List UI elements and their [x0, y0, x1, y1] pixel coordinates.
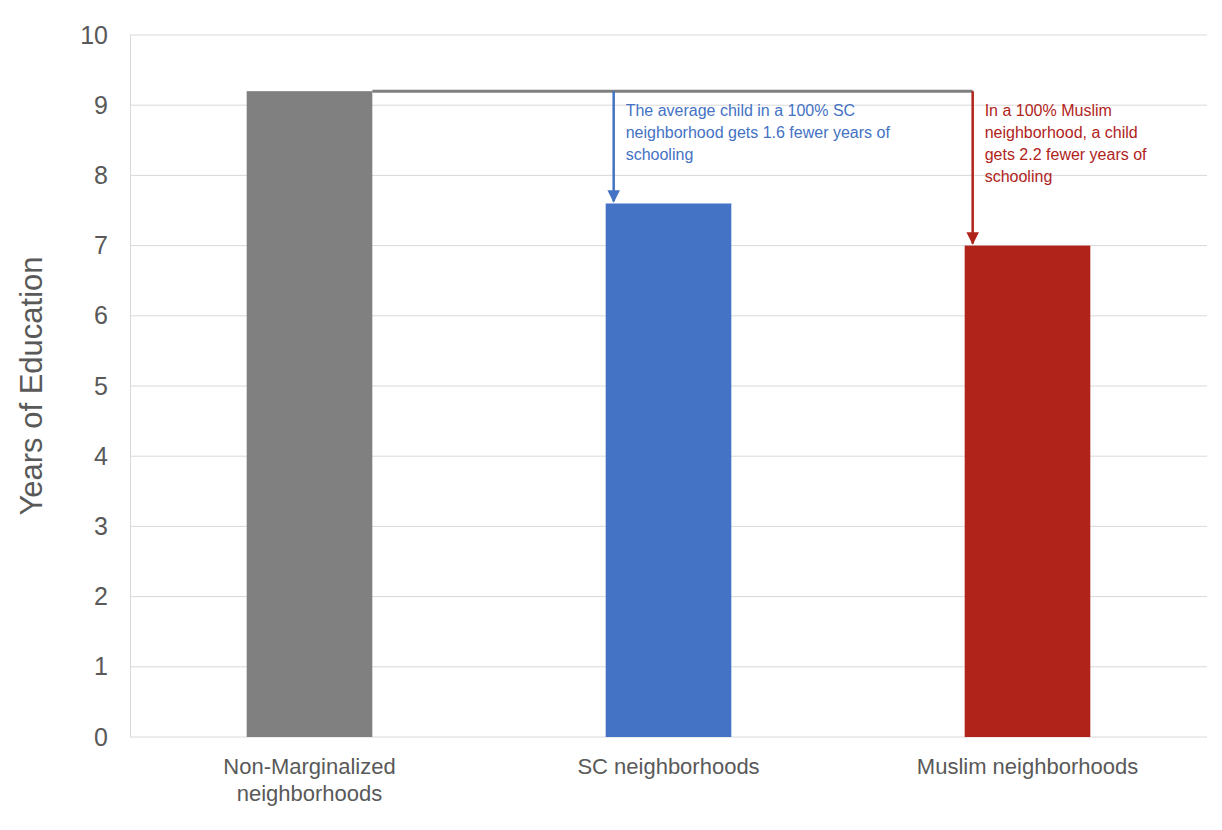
arrow: [612, 91, 615, 201]
y-axis: 0 1 2 3 4 5 6 7 8 9 10: [80, 21, 130, 751]
tick: 4: [94, 442, 130, 470]
tick: 6: [94, 301, 130, 329]
tick-label: 2: [94, 582, 108, 610]
tick: 0: [94, 723, 130, 751]
bar: [965, 246, 1091, 737]
tick: 3: [94, 512, 130, 540]
category-label: Non-Marginalizedneighborhoods: [223, 754, 395, 806]
annotations: The average child in a 100% SCneighborho…: [372, 91, 1147, 243]
tick: 2: [94, 582, 130, 610]
bar: [247, 91, 373, 737]
tick-label: 7: [94, 231, 108, 259]
tick-label: 10: [80, 21, 108, 49]
tick-label: 5: [94, 372, 108, 400]
tick-label: 1: [94, 652, 108, 680]
tick: 9: [94, 91, 130, 119]
x-axis: Non-Marginalizedneighborhoods SC neighbor…: [223, 754, 1138, 806]
arrow: [971, 91, 974, 243]
annotation: In a 100% Muslimneighborhood, a childget…: [985, 102, 1147, 185]
tick-label: 4: [94, 442, 108, 470]
category-label: Muslim neighborhoods: [917, 754, 1138, 779]
tick-label: 3: [94, 512, 108, 540]
bars: [247, 91, 1091, 737]
tick-label: 8: [94, 161, 108, 189]
tick-label: 0: [94, 723, 108, 751]
tick-label: 9: [94, 91, 108, 119]
tick-label: 6: [94, 301, 108, 329]
tick: 5: [94, 372, 130, 400]
category-label: SC neighborhoods: [577, 754, 759, 779]
tick: 1: [94, 652, 130, 680]
annotation: The average child in a 100% SCneighborho…: [626, 102, 891, 163]
axis-line: [130, 36, 131, 738]
bracket-line: [372, 90, 972, 93]
grid: [130, 35, 1207, 737]
tick: 8: [94, 161, 130, 189]
grid-line: [130, 35, 1207, 36]
tick: 7: [94, 231, 130, 259]
chart: 0 1 2 3 4 5 6 7 8 9 10 Years of Education Non-Margin…: [0, 0, 1222, 830]
tick: 10: [80, 21, 130, 49]
y-axis-title: Years of Education: [14, 256, 49, 515]
bar: [606, 203, 732, 737]
